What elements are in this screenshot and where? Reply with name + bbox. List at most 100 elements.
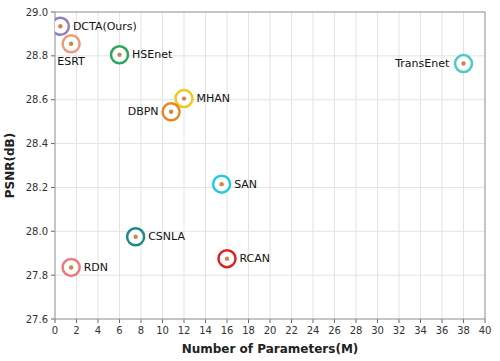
tick-label-y: 29.0: [26, 7, 48, 18]
point-center: [58, 24, 62, 28]
point-center: [133, 235, 137, 239]
tick-label-x: 40: [479, 325, 492, 336]
point-label: RDN: [84, 261, 108, 274]
tick-y: [51, 55, 55, 56]
tick-y: [51, 187, 55, 188]
tick-label-y: 28.0: [26, 226, 48, 237]
tick-label-x: 12: [178, 325, 191, 336]
point-label: TransEnet: [394, 57, 450, 70]
tick-label-x: 30: [371, 325, 384, 336]
tick-x: [313, 319, 314, 323]
point-label: CSNLA: [148, 230, 185, 243]
point: [127, 228, 144, 245]
tick-x: [485, 319, 486, 323]
point: [63, 35, 80, 52]
grid: [55, 12, 485, 319]
tick-x: [420, 319, 421, 323]
tick-x: [334, 319, 335, 323]
tick-label-y: 28.6: [26, 94, 48, 105]
grid-line-y: [55, 275, 485, 276]
grid-line-x: [377, 12, 378, 319]
tick-label-y: 27.8: [26, 270, 48, 281]
tick-label-y: 27.6: [26, 314, 48, 325]
grid-line-x: [313, 12, 314, 319]
point-center: [69, 42, 73, 46]
tick-label-x: 32: [393, 325, 406, 336]
tick-label-x: 6: [116, 325, 122, 336]
point: [55, 18, 69, 35]
tick-label-x: 8: [138, 325, 144, 336]
point-center: [225, 256, 229, 260]
tick-y: [51, 231, 55, 232]
tick-x: [205, 319, 206, 323]
tick-label-x: 2: [73, 325, 79, 336]
tick-x: [227, 319, 228, 323]
grid-line-y: [55, 99, 485, 100]
point: [163, 103, 180, 120]
grid-line-y: [55, 143, 485, 144]
point: [111, 46, 128, 63]
tick-label-y: 28.8: [26, 50, 48, 61]
tick-label-x: 20: [264, 325, 277, 336]
point: [213, 176, 230, 193]
point-labels: DCTA(Ours)ESRTHSEnetTransEnetMHANDBPNSAN…: [57, 20, 450, 274]
x-axis-title: Number of Parameters(M): [182, 342, 359, 356]
tick-x: [291, 319, 292, 323]
tick-x: [463, 319, 464, 323]
grid-line-x: [270, 12, 271, 319]
tick-x: [377, 319, 378, 323]
point-label: MHAN: [197, 92, 231, 105]
tick-label-x: 36: [436, 325, 449, 336]
point-center: [219, 182, 223, 186]
grid-line-x: [227, 12, 228, 319]
tick-label-x: 10: [156, 325, 169, 336]
tick-y: [51, 143, 55, 144]
tick-y: [51, 99, 55, 100]
point-label: RCAN: [240, 252, 271, 265]
tick-label-x: 28: [350, 325, 363, 336]
tick-y: [51, 275, 55, 276]
point-label: HSEnet: [132, 48, 173, 61]
tick-label-x: 24: [307, 325, 320, 336]
point-center: [169, 110, 173, 114]
tick-x: [98, 319, 99, 323]
tick-y: [51, 12, 55, 13]
points: [55, 18, 472, 276]
tick-label-y: 28.4: [26, 138, 48, 149]
tick-label-x: 34: [414, 325, 427, 336]
point-label: ESRT: [57, 55, 85, 68]
chart: 024681012141618202224262830323436384027.…: [0, 0, 500, 361]
plot: 024681012141618202224262830323436384027.…: [26, 7, 492, 337]
tick-label-x: 14: [199, 325, 212, 336]
tick-x: [356, 319, 357, 323]
tick-label-y: 28.2: [26, 182, 48, 193]
tick-x: [399, 319, 400, 323]
grid-line-x: [356, 12, 357, 319]
grid-line-y: [55, 231, 485, 232]
point: [455, 55, 472, 72]
tick-label-x: 38: [457, 325, 470, 336]
tick-x: [76, 319, 77, 323]
tick-label-x: 18: [242, 325, 255, 336]
tick-y: [51, 319, 55, 320]
point: [176, 90, 193, 107]
point-label: SAN: [234, 178, 257, 191]
grid-line-x: [205, 12, 206, 319]
grid-line-x: [184, 12, 185, 319]
point: [219, 250, 236, 267]
tick-label-x: 4: [95, 325, 101, 336]
point: [63, 259, 80, 276]
tick-x: [55, 319, 56, 323]
point-center: [182, 96, 186, 100]
point-center: [461, 61, 465, 65]
plot-frame: [55, 12, 485, 319]
tick-x: [141, 319, 142, 323]
tick-x: [184, 319, 185, 323]
y-axis-title: PSNR(dB): [3, 133, 17, 198]
grid-line-y: [55, 187, 485, 188]
tick-label-x: 0: [52, 325, 58, 336]
point-center: [117, 53, 121, 57]
tick-x: [270, 319, 271, 323]
tick-x: [119, 319, 120, 323]
tick-label-x: 16: [221, 325, 234, 336]
